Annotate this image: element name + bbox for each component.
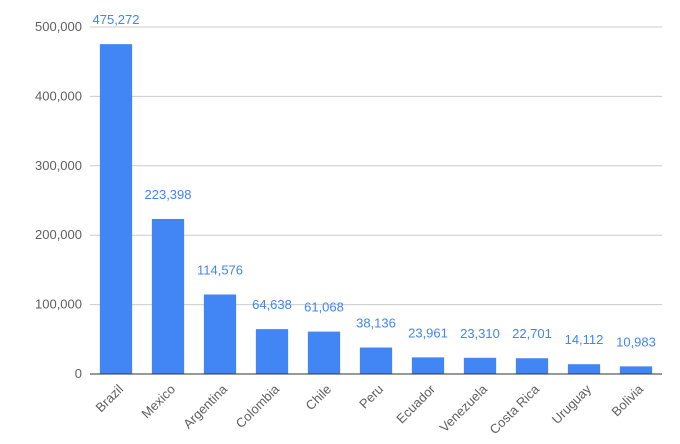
bar xyxy=(359,347,393,374)
data-label: 23,961 xyxy=(408,325,448,340)
x-category-label: Argentina xyxy=(180,381,231,432)
data-label: 114,576 xyxy=(197,262,243,277)
data-label: 64,638 xyxy=(252,297,292,312)
x-category-label: Uruguay xyxy=(549,381,595,427)
y-tick-label: 300,000 xyxy=(35,158,82,173)
x-category-label: Chile xyxy=(303,382,335,414)
data-label: 22,701 xyxy=(512,326,552,341)
x-category-label: Bolivia xyxy=(608,381,646,419)
y-axis-ticks: 0 100,000 200,000 300,000 400,000 500,000 xyxy=(35,19,82,381)
data-label: 223,398 xyxy=(145,187,192,202)
x-category-label: Venezuela xyxy=(437,381,491,435)
x-category-label: Peru xyxy=(356,382,386,412)
data-label: 38,136 xyxy=(356,316,396,331)
bar xyxy=(463,357,497,374)
bar xyxy=(411,357,445,374)
bar xyxy=(203,294,237,374)
x-category-label: Colombia xyxy=(233,381,283,431)
y-tick-label: 100,000 xyxy=(35,297,82,312)
x-category-label: Costa Rica xyxy=(487,381,543,437)
bar xyxy=(567,364,601,374)
data-labels: 475,272 223,398 114,576 64,638 61,068 38,136 2… xyxy=(93,12,656,349)
bar xyxy=(619,366,653,374)
x-category-label: Brazil xyxy=(93,381,127,415)
y-tick-label: 0 xyxy=(75,366,82,381)
data-label: 475,272 xyxy=(93,12,140,27)
bar xyxy=(99,44,133,375)
x-category-label: Ecuador xyxy=(393,381,438,426)
bar xyxy=(307,331,341,374)
bar xyxy=(151,218,185,374)
x-category-label: Mexico xyxy=(138,382,178,422)
gridlines xyxy=(90,26,662,306)
data-label: 23,310 xyxy=(460,326,500,341)
y-tick-label: 500,000 xyxy=(35,19,82,34)
y-tick-label: 400,000 xyxy=(35,88,82,103)
data-label: 61,068 xyxy=(304,300,344,315)
bar xyxy=(255,329,289,374)
bar xyxy=(515,358,549,374)
x-axis-categories: Brazil Mexico Argentina Colombia Chile Peru Ec… xyxy=(93,381,647,437)
data-label: 14,112 xyxy=(565,332,604,347)
bars xyxy=(99,44,653,375)
y-tick-label: 200,000 xyxy=(35,227,82,242)
data-label: 10,983 xyxy=(616,334,656,349)
